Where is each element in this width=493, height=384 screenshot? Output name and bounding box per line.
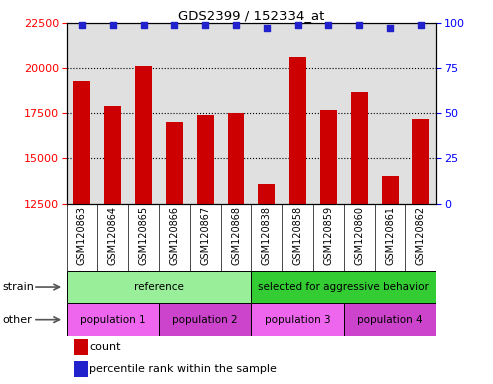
Text: GSM120860: GSM120860	[354, 205, 364, 265]
Point	[201, 22, 209, 28]
Title: GDS2399 / 152334_at: GDS2399 / 152334_at	[178, 9, 324, 22]
Text: percentile rank within the sample: percentile rank within the sample	[90, 364, 278, 374]
Bar	[351, 92, 368, 384]
Bar	[197, 115, 213, 384]
Point	[417, 22, 425, 28]
Text: GSM120861: GSM120861	[385, 205, 395, 265]
Text: GSM120865: GSM120865	[139, 205, 148, 265]
Text: population 1: population 1	[80, 314, 145, 325]
Text: reference: reference	[134, 282, 184, 292]
Text: population 4: population 4	[357, 314, 423, 325]
Bar	[74, 339, 88, 354]
Bar	[67, 303, 159, 336]
Point	[355, 22, 363, 28]
Bar	[135, 66, 152, 384]
Bar	[73, 81, 90, 384]
Text: GSM120867: GSM120867	[200, 205, 210, 265]
Bar	[105, 106, 121, 384]
Bar	[251, 271, 436, 303]
Bar	[228, 113, 245, 384]
Text: population 2: population 2	[173, 314, 238, 325]
Bar	[159, 303, 251, 336]
Bar	[320, 110, 337, 384]
Text: GSM120838: GSM120838	[262, 205, 272, 265]
Bar	[413, 119, 429, 384]
Text: other: other	[2, 314, 32, 325]
Bar	[74, 361, 88, 377]
Point	[386, 25, 394, 31]
Bar	[251, 303, 344, 336]
Bar	[166, 122, 183, 384]
Text: selected for aggressive behavior: selected for aggressive behavior	[258, 282, 429, 292]
Bar	[289, 57, 306, 384]
Point	[171, 22, 178, 28]
Text: population 3: population 3	[265, 314, 330, 325]
Point	[324, 22, 332, 28]
Point	[78, 22, 86, 28]
Point	[140, 22, 147, 28]
Text: GSM120866: GSM120866	[170, 205, 179, 265]
Text: GSM120859: GSM120859	[323, 205, 333, 265]
Bar	[344, 303, 436, 336]
Point	[109, 22, 117, 28]
Text: strain: strain	[2, 282, 35, 292]
Bar	[67, 271, 251, 303]
Text: GSM120858: GSM120858	[293, 205, 303, 265]
Text: GSM120864: GSM120864	[108, 205, 118, 265]
Text: GSM120862: GSM120862	[416, 205, 426, 265]
Text: GSM120863: GSM120863	[77, 205, 87, 265]
Text: count: count	[90, 342, 121, 352]
Point	[263, 25, 271, 31]
Bar	[258, 184, 275, 384]
Text: GSM120868: GSM120868	[231, 205, 241, 265]
Point	[294, 22, 302, 28]
Point	[232, 22, 240, 28]
Bar	[382, 177, 398, 384]
